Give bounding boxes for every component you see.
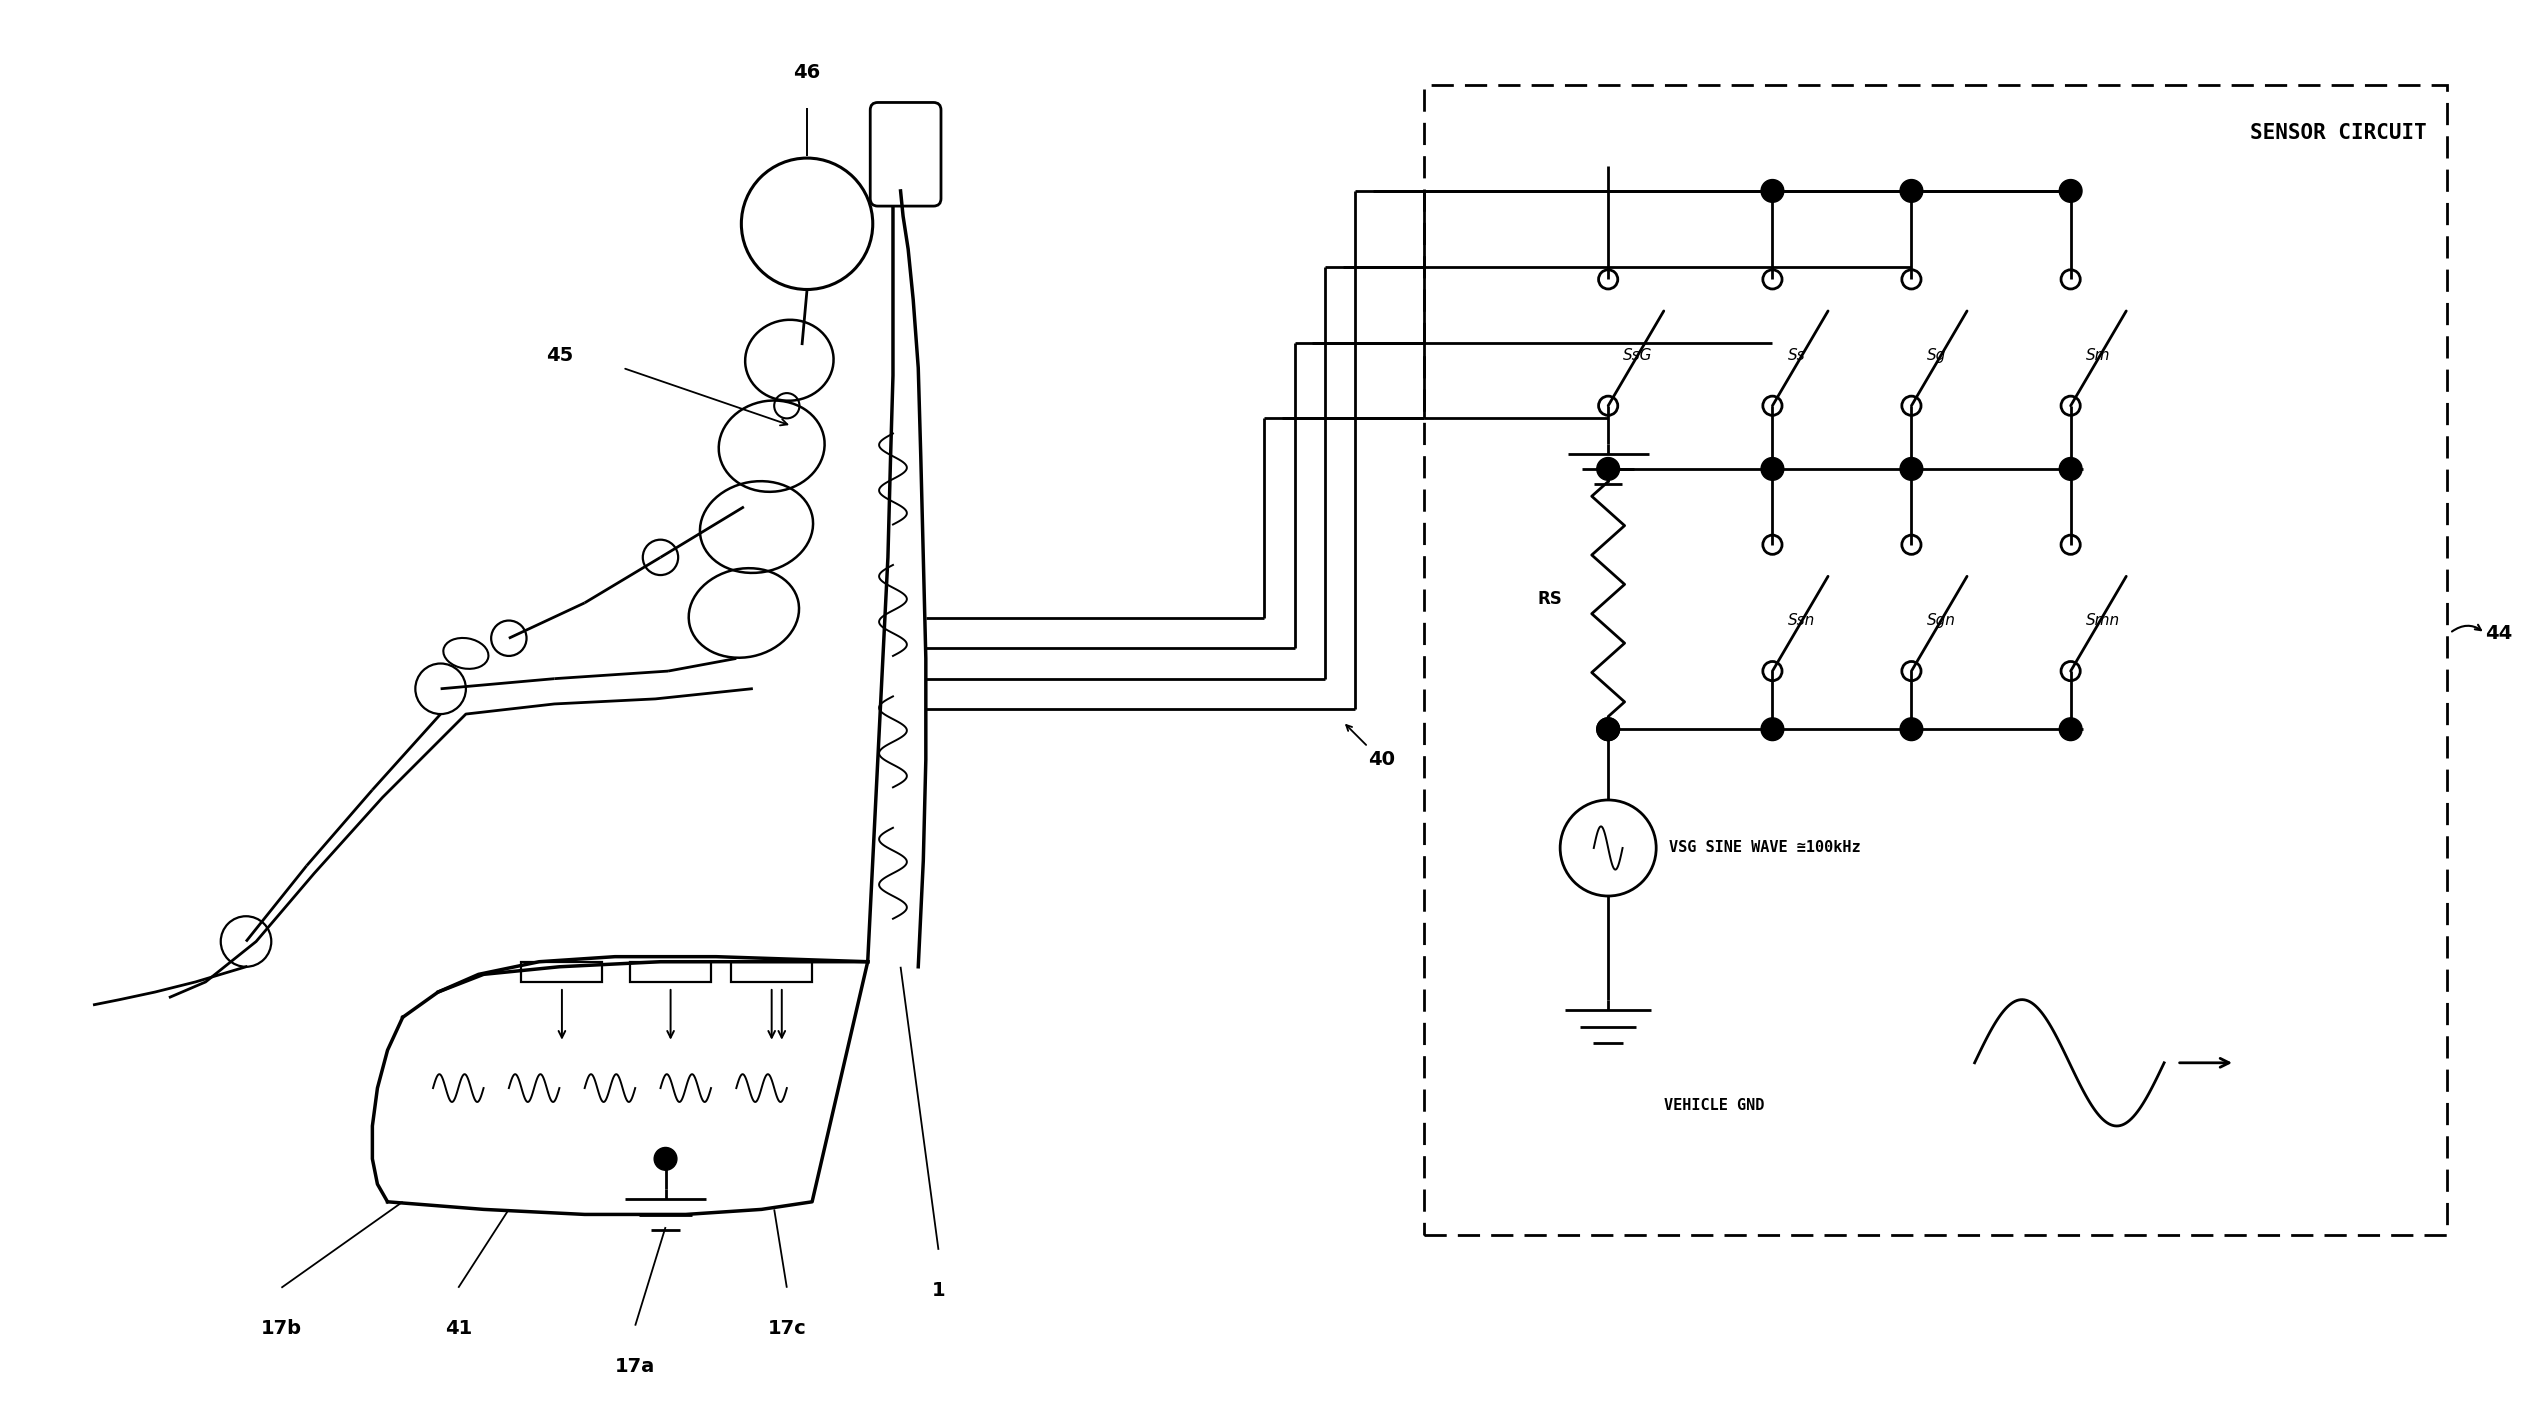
Text: VSG SINE WAVE ≅100kHz: VSG SINE WAVE ≅100kHz <box>1670 841 1860 855</box>
Circle shape <box>2060 718 2083 740</box>
Text: Ssn: Ssn <box>1786 613 1814 628</box>
Text: 40: 40 <box>1368 750 1396 769</box>
Circle shape <box>1761 458 1784 481</box>
Circle shape <box>654 1147 677 1170</box>
Circle shape <box>1596 458 1619 481</box>
Text: VEHICLE GND: VEHICLE GND <box>1665 1099 1764 1113</box>
Circle shape <box>1761 718 1784 740</box>
Bar <box>631 961 712 981</box>
Circle shape <box>1761 180 1784 203</box>
Text: Ss: Ss <box>1786 347 1804 363</box>
Circle shape <box>1900 718 1923 740</box>
Text: 17a: 17a <box>616 1357 656 1375</box>
Circle shape <box>1596 718 1619 740</box>
Text: RS: RS <box>1538 590 1563 608</box>
Bar <box>522 961 603 981</box>
Text: 44: 44 <box>2486 624 2511 642</box>
Circle shape <box>1900 180 1923 203</box>
Text: 1: 1 <box>933 1280 945 1300</box>
Text: Smn: Smn <box>2085 613 2121 628</box>
Text: 45: 45 <box>545 346 573 364</box>
Text: SENSOR CIRCUIT: SENSOR CIRCUIT <box>2250 123 2428 143</box>
Bar <box>732 961 811 981</box>
Text: 17b: 17b <box>261 1319 302 1337</box>
Circle shape <box>1596 718 1619 740</box>
Text: SsG: SsG <box>1624 347 1652 363</box>
Circle shape <box>1900 458 1923 481</box>
Bar <box>1424 85 2448 1235</box>
Text: Sgn: Sgn <box>1926 613 1956 628</box>
Text: Sg: Sg <box>1926 347 1946 363</box>
Text: 41: 41 <box>443 1319 471 1337</box>
Text: Sm: Sm <box>2085 347 2111 363</box>
Text: 46: 46 <box>793 62 821 82</box>
Circle shape <box>2060 458 2083 481</box>
Text: 17c: 17c <box>768 1319 806 1337</box>
Circle shape <box>2060 180 2083 203</box>
